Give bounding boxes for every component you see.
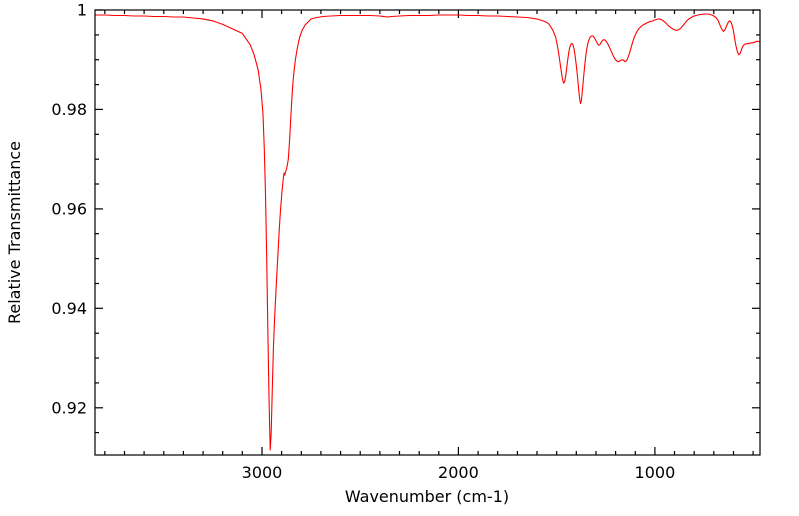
plot-border <box>94 9 761 456</box>
x-tick-label: 2000 <box>438 463 479 482</box>
y-axis-title: Relative Transmittance <box>5 141 24 324</box>
y-tick-label: 0.98 <box>51 100 87 119</box>
x-axis-title: Wavenumber (cm-1) <box>345 487 509 506</box>
axes-ticks-layer: 1000 2000 3000 0.92 0.94 0.96 0.98 1 <box>51 1 760 482</box>
x-tick-label: 3000 <box>242 463 283 482</box>
x-tick-label: 1000 <box>635 463 676 482</box>
y-tick-label: 0.94 <box>51 299 87 318</box>
spectrum-line <box>95 13 760 451</box>
y-tick-label: 1 <box>77 1 87 20</box>
y-tick-label: 0.96 <box>51 199 87 218</box>
y-tick-label: 0.92 <box>51 398 87 417</box>
